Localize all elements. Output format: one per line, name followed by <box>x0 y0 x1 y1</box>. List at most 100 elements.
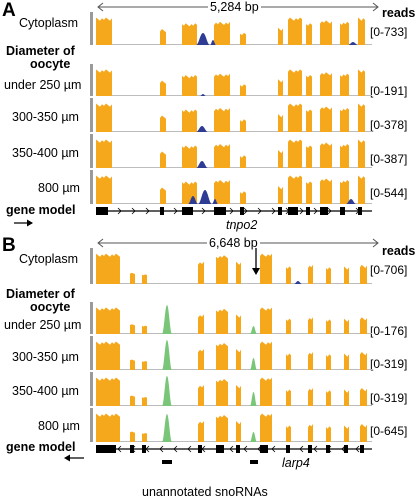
panel-b-range-800: [0-645] <box>370 424 408 438</box>
panel-a-track-label-cytoplasm: Cytoplasm <box>19 16 79 30</box>
coverage-bar <box>288 139 302 168</box>
panel-a-gene-model <box>96 207 372 215</box>
track-sidebar <box>90 372 93 406</box>
coverage-bar <box>96 307 120 334</box>
coverage-bar <box>96 413 120 442</box>
panel-b-track-under-250 <box>90 302 372 334</box>
coverage-bar <box>278 27 283 45</box>
coverage-bar <box>260 377 272 406</box>
strand-chevron <box>313 207 318 215</box>
coverage-bar <box>286 266 291 284</box>
coverage-bar <box>278 79 283 96</box>
coverage-bar <box>214 21 230 45</box>
panel-a-track-label-800: 800 µm <box>38 181 80 195</box>
track-sidebar <box>90 12 93 45</box>
coverage-bar <box>288 69 302 96</box>
strand-chevron <box>117 445 122 453</box>
panel-a-reads-header: reads <box>382 6 416 20</box>
snorna-coverage <box>162 305 172 334</box>
coverage-bar <box>306 75 312 96</box>
coverage-bar <box>308 424 313 442</box>
coverage-bar <box>344 318 349 334</box>
coverage-bar <box>278 114 283 132</box>
coverage-bar <box>326 354 331 370</box>
strand-chevron <box>271 207 276 215</box>
panel-b-track-800 <box>90 408 372 442</box>
exon-block <box>160 207 164 215</box>
snorna-mark <box>250 460 258 464</box>
coverage-bar <box>260 253 272 284</box>
coverage-bar <box>198 261 204 284</box>
coverage-bar <box>320 106 332 132</box>
coverage-bar <box>130 272 135 284</box>
exon-block <box>216 445 224 453</box>
coverage-bar <box>96 175 112 204</box>
panel-a-track-350-400 <box>90 134 372 168</box>
coverage-bar <box>216 255 228 284</box>
panel-b-section-header-line2: oocyte <box>30 300 71 314</box>
snorna-coverage <box>162 376 172 406</box>
panel-b-track-300-350 <box>90 336 372 370</box>
strand-chevron <box>313 445 318 453</box>
coverage-bar <box>278 150 283 168</box>
coverage-bar <box>216 308 228 334</box>
coverage-bar <box>142 361 147 370</box>
coverage-bar <box>236 314 241 334</box>
right-arrow-icon <box>14 219 33 227</box>
coverage-bar <box>96 103 112 132</box>
coverage-bar <box>214 180 230 204</box>
coverage-bar <box>360 424 367 442</box>
panel-a-range-under-250: [0-191] <box>370 84 408 98</box>
other-coverage <box>348 42 358 45</box>
track-sidebar <box>90 98 93 132</box>
other-coverage <box>212 199 218 204</box>
down-arrow-icon <box>252 248 260 275</box>
coverage-bar <box>326 426 331 442</box>
coverage-bar <box>326 267 331 284</box>
other-coverage <box>294 281 302 284</box>
exon-block <box>358 207 362 215</box>
coverage-bar <box>286 425 291 442</box>
coverage-bar <box>360 317 367 334</box>
panel-b-track-350-400 <box>90 372 372 406</box>
coverage-bar <box>240 32 246 45</box>
coverage-bar <box>308 317 313 334</box>
coverage-bar <box>340 180 349 204</box>
coverage-bar <box>306 23 312 45</box>
panel-b-track-label-800: 800 µm <box>38 419 80 433</box>
other-coverage <box>196 161 208 168</box>
exon-block <box>308 445 312 453</box>
panel-a-track-label-under-250: under 250 µm <box>4 78 82 92</box>
coverage-bar <box>306 181 312 204</box>
panel-a-range-350-400: [0-387] <box>370 152 408 166</box>
snorna-coverage <box>250 358 257 370</box>
strand-chevron <box>355 445 360 453</box>
coverage-bar <box>160 115 166 132</box>
coverage-bar <box>340 108 349 132</box>
exon-block <box>130 445 134 453</box>
panel-a-track-label-300-350: 300-350 µm <box>12 110 79 124</box>
coverage-bar <box>326 390 331 406</box>
panel-a-track-cytoplasm <box>90 12 372 45</box>
panel-b-track-cytoplasm <box>90 248 372 284</box>
panel-a-track-800 <box>90 170 372 204</box>
snorna-coverage <box>162 414 172 442</box>
coverage-bar <box>358 17 365 45</box>
coverage-bar <box>160 29 166 45</box>
coverage-bar <box>320 178 332 204</box>
coverage-bar <box>308 388 313 406</box>
exon-block <box>198 445 202 453</box>
panel-a-section-header-line2: oocyte <box>30 57 71 71</box>
other-coverage <box>196 126 208 132</box>
coverage-bar <box>160 187 166 204</box>
other-coverage <box>200 94 206 96</box>
exon-block <box>182 207 193 215</box>
coverage-bar <box>236 349 241 370</box>
strand-chevron <box>117 207 122 215</box>
coverage-bar <box>260 341 272 370</box>
exon-block <box>96 207 108 215</box>
panel-b-track-label-350-400: 350-400 µm <box>12 384 79 398</box>
other-coverage <box>188 196 198 204</box>
exon-block <box>142 445 146 453</box>
strand-chevron <box>299 207 304 215</box>
